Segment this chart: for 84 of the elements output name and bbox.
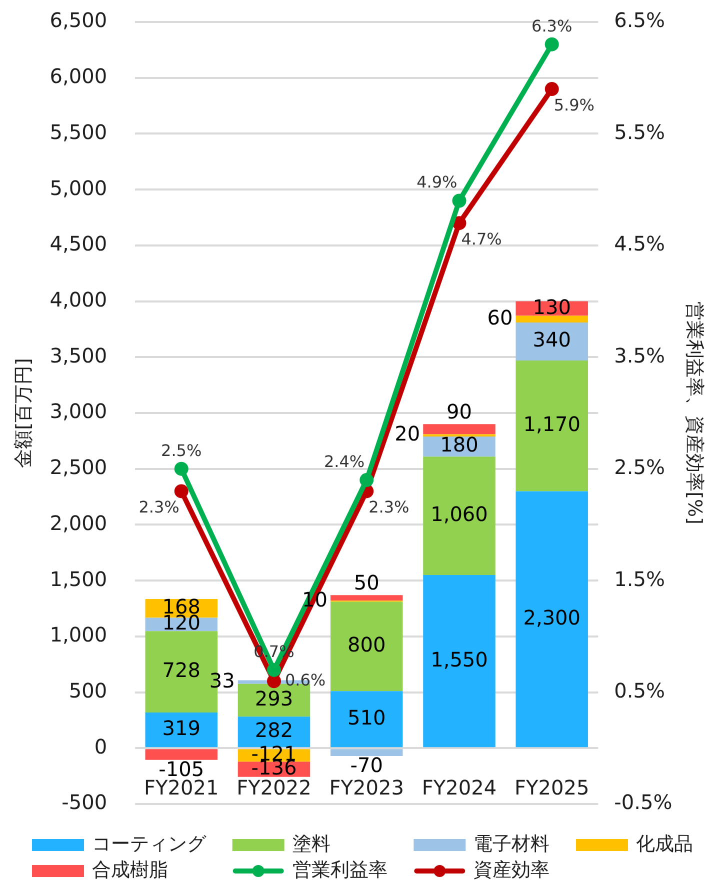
y2-tick-label: 3.5% — [614, 343, 665, 368]
bar — [516, 491, 588, 748]
bar — [145, 749, 218, 760]
data-label: 60 — [487, 305, 513, 330]
x-tick-label: FY2022 — [236, 775, 312, 800]
point — [544, 82, 559, 96]
y-tick-label: 4,000 — [50, 287, 108, 312]
data-label: 510 — [348, 705, 386, 730]
data-label: 340 — [532, 328, 571, 352]
y2-axis-title: 営業利益率、資産効率[%] — [684, 302, 705, 524]
bar — [516, 322, 588, 360]
y-tick-label: 1,000 — [50, 622, 108, 647]
data-label: 2.3% — [138, 498, 180, 517]
data-label: 130 — [532, 294, 571, 319]
y-tick-label: 4,500 — [50, 232, 108, 256]
bar — [330, 749, 403, 756]
legend-label: 資産効率 — [474, 858, 550, 881]
data-label: 282 — [254, 718, 294, 742]
data-label: 0.7% — [254, 642, 294, 661]
data-label: 1,170 — [523, 412, 580, 436]
y-tick-label: 0 — [94, 734, 108, 758]
bar — [330, 691, 403, 748]
y-tick-label: 6,000 — [50, 64, 108, 88]
bar — [330, 595, 403, 601]
data-label: 50 — [354, 570, 380, 594]
data-label: 90 — [446, 399, 472, 424]
legend-label: 電子材料 — [474, 832, 550, 855]
y2-tick-label: 2.5% — [614, 455, 665, 480]
y2-tick-label: 6.5% — [614, 8, 665, 32]
y-tick-label: -500 — [62, 790, 108, 814]
y-tick-label: 1,500 — [50, 566, 108, 591]
legend-label: 塗料 — [292, 832, 330, 855]
point — [452, 194, 466, 208]
data-label: 180 — [440, 432, 478, 457]
y2-tick-label: -0.5% — [614, 790, 672, 814]
data-label: 319 — [162, 716, 200, 740]
y-tick-label: 6,500 — [50, 8, 108, 32]
y2-tick-label: 5.5% — [614, 120, 665, 144]
data-label: 800 — [348, 632, 386, 657]
x-tick-label: FY2023 — [329, 775, 404, 800]
bar — [423, 574, 496, 748]
x-tick-label: FY2024 — [422, 775, 497, 800]
point — [360, 473, 374, 488]
x-tick-label: FY2025 — [514, 775, 590, 800]
data-label: 4.7% — [461, 229, 502, 248]
y-tick-label: 3,500 — [50, 343, 108, 368]
y-tick-label: 5,500 — [50, 120, 108, 144]
bar — [423, 424, 496, 434]
data-label: 20 — [394, 422, 420, 446]
bar — [330, 602, 403, 692]
point — [544, 37, 559, 52]
data-label: 4.9% — [416, 172, 458, 192]
data-label: 2.3% — [368, 498, 410, 517]
legend-label: 化成品 — [636, 832, 693, 855]
data-label: 1,550 — [430, 647, 488, 672]
data-label: 6.3% — [532, 16, 572, 36]
data-label: 293 — [254, 686, 294, 710]
legend-label: 合成樹脂 — [92, 858, 168, 881]
y-tick-label: 3,000 — [50, 399, 108, 424]
y2-tick-label: 1.5% — [614, 566, 665, 591]
y2-tick-label: 0.5% — [614, 678, 665, 702]
bar — [516, 316, 588, 323]
y-tick-label: 2,500 — [50, 455, 108, 480]
bar — [145, 712, 218, 748]
point — [174, 462, 188, 476]
y-tick-label: 2,000 — [50, 510, 108, 535]
data-label: 2.4% — [324, 452, 365, 471]
y2-tick-label: 4.5% — [614, 232, 665, 256]
x-tick-label: FY2021 — [144, 775, 219, 800]
legend-label: コーティング — [92, 832, 207, 855]
data-label: -70 — [350, 753, 383, 778]
data-label: 2,300 — [523, 605, 580, 630]
point — [174, 484, 188, 498]
y-axis-title: 金額[百万円] — [12, 358, 34, 468]
legend-label: 営業利益率 — [292, 858, 388, 881]
y-tick-label: 500 — [68, 678, 108, 702]
y-tick-label: 5,000 — [50, 176, 108, 200]
bar — [516, 360, 588, 492]
point — [266, 662, 281, 677]
bar — [423, 456, 496, 575]
data-label: 2.5% — [161, 440, 202, 460]
data-label: 1,060 — [430, 502, 488, 526]
data-label: 5.9% — [554, 95, 595, 114]
data-label: 728 — [162, 658, 200, 682]
